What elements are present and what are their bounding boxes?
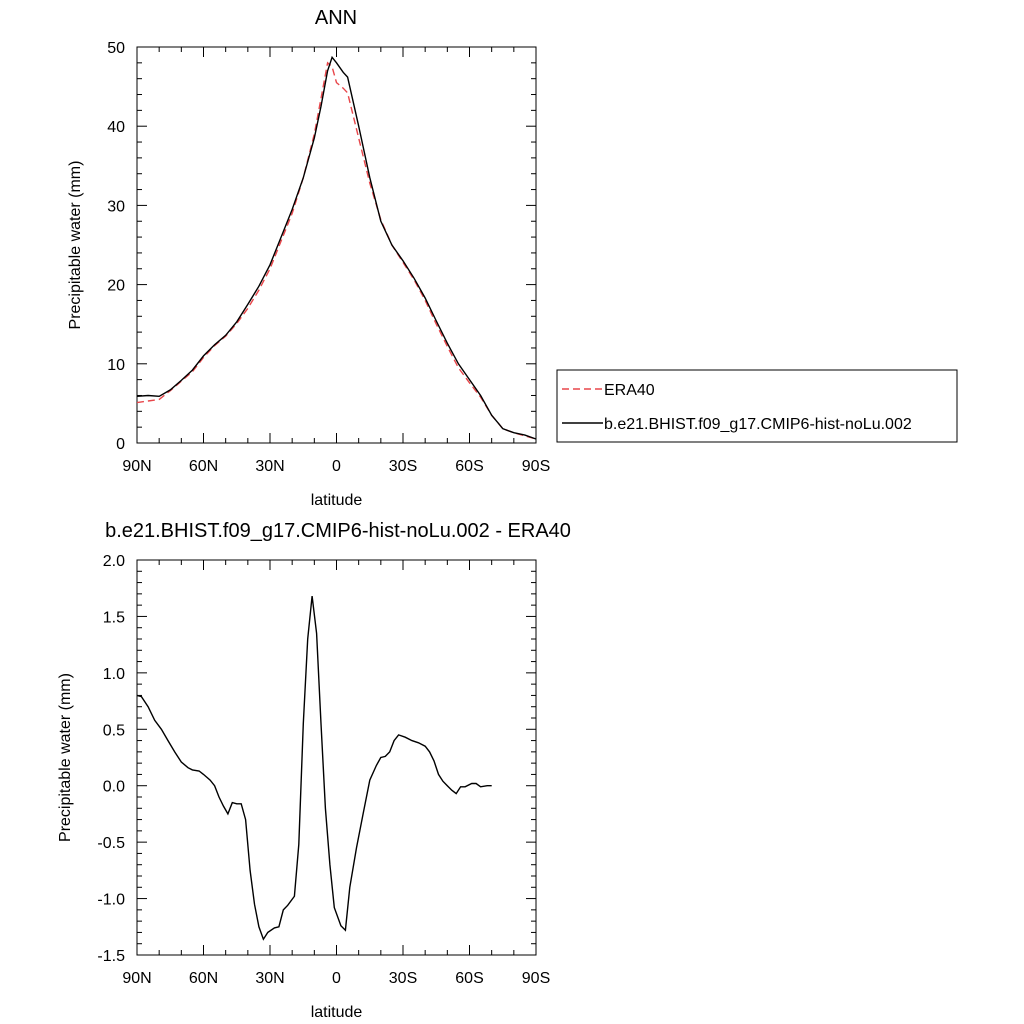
x-tick-label: 90N — [122, 458, 151, 475]
x-axis-title: latitude — [311, 1004, 363, 1021]
chart-title: b.e21.BHIST.f09_g17.CMIP6-hist-noLu.002 … — [105, 520, 571, 542]
y-tick-label: 10 — [107, 357, 125, 374]
x-tick-label: 90S — [522, 970, 550, 987]
x-tick-label: 0 — [332, 458, 341, 475]
chart-title: ANN — [315, 7, 357, 29]
x-tick-label: 0 — [332, 970, 341, 987]
y-tick-label: 0.0 — [103, 779, 125, 796]
x-tick-label: 60N — [189, 458, 218, 475]
series-line-era40 — [136, 61, 537, 440]
x-tick-label: 90S — [522, 458, 550, 475]
y-axis-title: Precipitable water (mm) — [57, 673, 74, 842]
legend-entry: ERA40 — [604, 382, 655, 399]
x-tick-label: 30N — [255, 458, 284, 475]
legend: ERA40 b.e21.BHIST.f09_g17.CMIP6-hist-noLu… — [556, 369, 958, 443]
chart-2: 90N 60N 30N 0 30S 60S 90S 2.0 1.5 1.0 0.5 0.0 -0.5 -1… — [57, 520, 571, 1021]
plot-frame — [136, 559, 537, 956]
x-tick-label: 60N — [189, 970, 218, 987]
y-tick-label: -1.5 — [97, 948, 125, 965]
chart-1: 90N 60N 30N 0 30S 60S 90S 0 10 20 30 40 50 latitude Pr… — [67, 7, 958, 509]
legend-box — [556, 369, 958, 443]
y-tick-label: -1.0 — [97, 892, 125, 909]
y-tick-label: 40 — [107, 119, 125, 136]
y-tick-label: 1.0 — [103, 666, 125, 683]
x-axis-title: latitude — [311, 492, 363, 509]
y-tick-label: 30 — [107, 198, 125, 215]
x-tick-label: 90N — [122, 970, 151, 987]
y-tick-label: 0 — [116, 436, 125, 453]
y-axis-title: Precipitable water (mm) — [67, 161, 84, 330]
y-tick-label: 20 — [107, 278, 125, 295]
x-tick-label: 60S — [455, 458, 483, 475]
legend-entry: b.e21.BHIST.f09_g17.CMIP6-hist-noLu.002 — [604, 416, 912, 433]
y-tick-label: 2.0 — [103, 553, 125, 570]
y-tick-label: 1.5 — [103, 609, 125, 626]
y-tick-label: 0.5 — [103, 722, 125, 739]
y-tick-label: 50 — [107, 40, 125, 57]
x-tick-label: 60S — [455, 970, 483, 987]
series-line-b-e21-bhist-f09-g17-cmip6-hist-nolu-002 — [136, 55, 537, 440]
plot-frame — [136, 46, 537, 444]
y-tick-label: -0.5 — [97, 835, 125, 852]
series-line-difference — [136, 596, 492, 941]
x-tick-label: 30N — [255, 970, 284, 987]
x-tick-label: 30S — [389, 458, 417, 475]
x-tick-label: 30S — [389, 970, 417, 987]
